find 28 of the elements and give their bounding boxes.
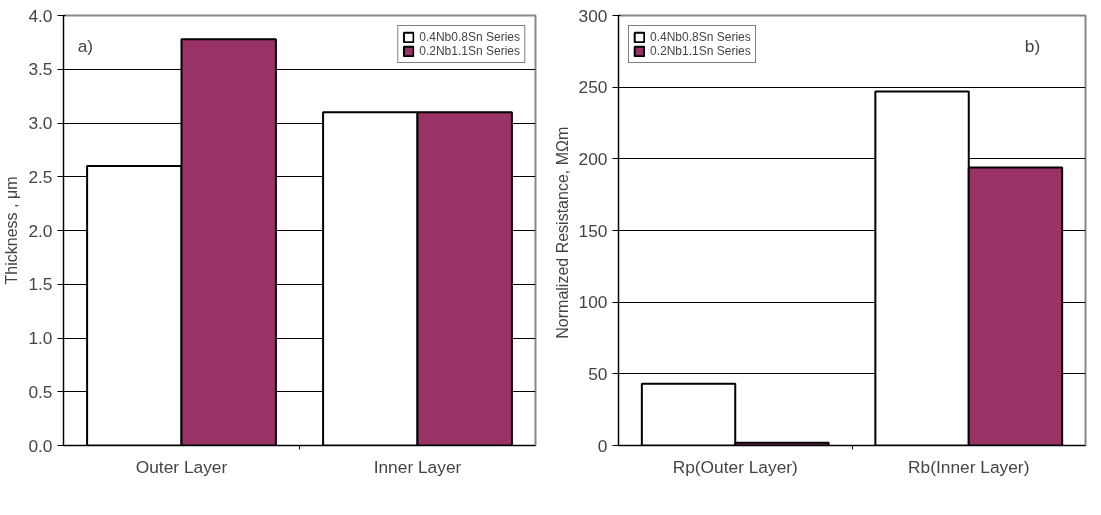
- y-tick-label: 50: [588, 363, 608, 384]
- y-tick-label: 250: [578, 77, 608, 98]
- legend-label: 0.4Nb0.8Sn Series: [650, 30, 751, 44]
- y-tick-label: 2.5: [28, 166, 53, 187]
- legend-label: 0.2Nb1.1Sn Series: [419, 44, 520, 58]
- y-tick-label: 1.5: [28, 274, 53, 295]
- y-tick-label: 4.0: [28, 5, 53, 26]
- y-tick-label: 0: [597, 435, 608, 456]
- y-tick-label: 3.5: [28, 59, 53, 80]
- legend-label: 0.2Nb1.1Sn Series: [650, 44, 751, 58]
- x-tick-label: Rb(Inner Layer): [908, 456, 1030, 477]
- y-tick-label: 300: [578, 5, 608, 26]
- y-tick-label: 1.0: [28, 328, 53, 348]
- y-tick-label: 3.0: [28, 113, 53, 133]
- y-tick-label: 2.0: [28, 220, 53, 241]
- y-tick-label: 150: [578, 220, 608, 241]
- x-tick-label: Outer Layer: [135, 456, 228, 477]
- y-tick-label: 0.5: [28, 381, 53, 402]
- y-axis-title: Normalized Resistance, MΩm: [553, 126, 571, 339]
- y-tick-label: 100: [578, 292, 608, 313]
- x-tick-label: Inner Layer: [373, 456, 462, 477]
- x-tick-label: Rp(Outer Layer): [672, 456, 798, 477]
- y-axis-title: Thickness , μm: [3, 176, 21, 285]
- annotation: a): [77, 35, 94, 56]
- y-tick-label: 0.0: [28, 435, 53, 456]
- y-tick-label: 200: [578, 148, 608, 169]
- annotation: b): [1024, 35, 1041, 56]
- legend-label: 0.4Nb0.8Sn Series: [419, 30, 520, 44]
